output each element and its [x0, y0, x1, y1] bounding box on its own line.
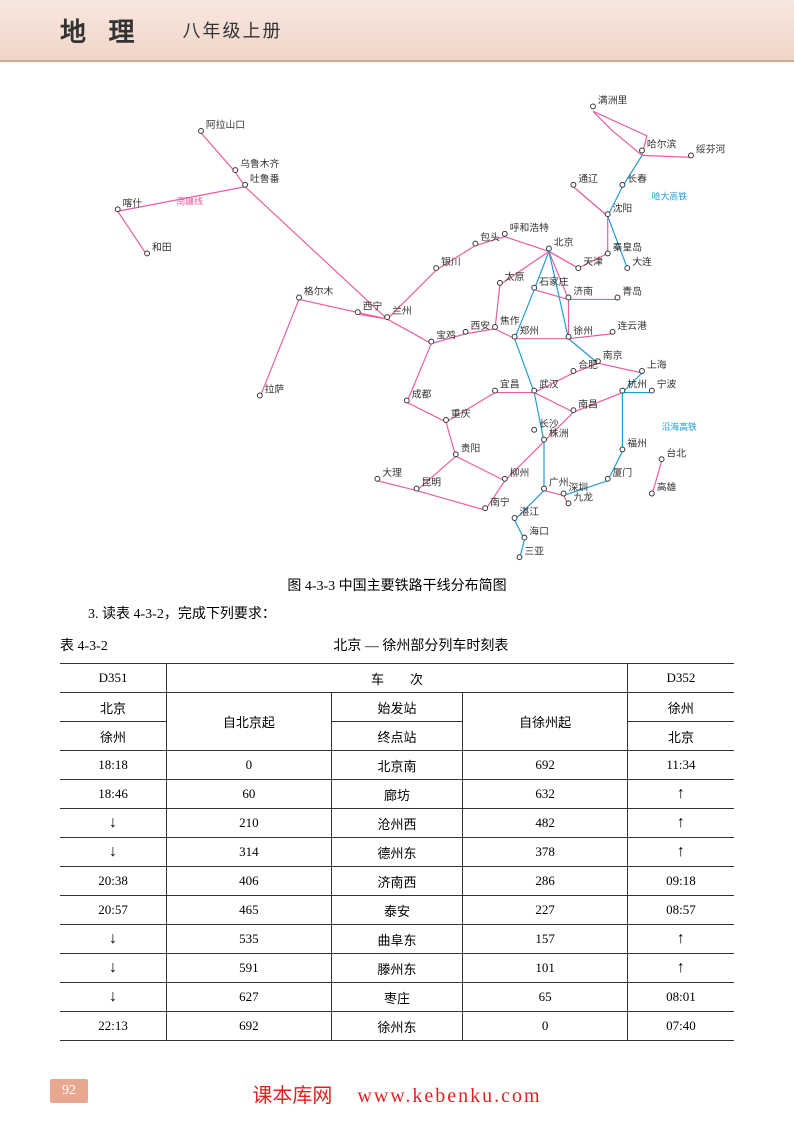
svg-text:厦门: 厦门 — [613, 466, 633, 479]
svg-text:哈大高铁: 哈大高铁 — [652, 191, 687, 202]
svg-text:三亚: 三亚 — [524, 546, 544, 557]
svg-text:西宁: 西宁 — [363, 299, 383, 312]
svg-text:台北: 台北 — [667, 446, 687, 459]
svg-text:长春: 长春 — [627, 173, 647, 185]
svg-text:通辽: 通辽 — [578, 173, 598, 185]
svg-text:沈阳: 沈阳 — [613, 201, 633, 214]
svg-text:哈尔滨: 哈尔滨 — [647, 138, 677, 151]
svg-text:重庆: 重庆 — [451, 407, 471, 420]
table-label: 表 4-3-2 — [60, 635, 108, 655]
svg-text:和田: 和田 — [152, 241, 172, 253]
svg-text:吐鲁番: 吐鲁番 — [250, 172, 280, 185]
svg-text:高雄: 高雄 — [657, 481, 677, 494]
svg-text:福州: 福州 — [627, 436, 647, 449]
svg-text:宁波: 宁波 — [657, 378, 677, 391]
svg-text:太原: 太原 — [505, 270, 525, 283]
svg-text:济南: 济南 — [573, 285, 593, 298]
svg-text:拉萨: 拉萨 — [265, 383, 285, 396]
svg-text:武汉: 武汉 — [539, 378, 559, 391]
svg-text:株洲: 株洲 — [549, 427, 569, 440]
svg-text:兰州: 兰州 — [392, 304, 412, 317]
timetable: D351车 次D352北京自北京起始发站自徐州起徐州徐州终点站北京18:180北… — [60, 663, 734, 1041]
svg-text:南宁: 南宁 — [490, 495, 510, 508]
svg-text:广州: 广州 — [549, 477, 569, 489]
subject-title: 地 理 — [60, 12, 143, 49]
page-header: 地 理 八年级上册 — [0, 0, 794, 62]
page-number: 92 — [50, 1079, 88, 1103]
svg-text:徐州: 徐州 — [573, 324, 593, 337]
svg-text:喀什: 喀什 — [123, 196, 143, 209]
svg-text:绥芬河: 绥芬河 — [696, 143, 726, 155]
svg-text:格尔木: 格尔木 — [304, 285, 334, 298]
svg-text:连云港: 连云港 — [618, 319, 648, 332]
exercise-section: 3. 读表 4-3-2，完成下列要求： 表 4-3-2 北京 — 徐州部分列车时… — [0, 603, 794, 1041]
watermark-url: www.kebenku.com — [357, 1085, 541, 1107]
svg-text:杭州: 杭州 — [627, 378, 647, 391]
railway-map: 满洲里哈尔滨 绥芬河长春沈阳 通辽大连 秦皇岛 北京天津 呼和浩特包头银川太原 石家庄济南 青… — [57, 77, 737, 567]
svg-text:乌鲁木齐: 乌鲁木齐 — [240, 157, 279, 170]
svg-text:南京: 南京 — [603, 348, 623, 361]
svg-text:包头: 包头 — [480, 231, 500, 244]
svg-text:大连: 大连 — [632, 255, 652, 268]
svg-text:昆明: 昆明 — [422, 477, 442, 489]
svg-text:九龙: 九龙 — [573, 490, 593, 503]
svg-text:北京: 北京 — [554, 236, 574, 249]
svg-text:上海: 上海 — [647, 358, 667, 371]
svg-text:银川: 银川 — [441, 255, 461, 268]
svg-text:西安: 西安 — [471, 319, 491, 332]
svg-text:秦皇岛: 秦皇岛 — [613, 240, 642, 253]
svg-text:满洲里: 满洲里 — [598, 94, 628, 106]
grade-subtitle: 八年级上册 — [183, 17, 283, 43]
svg-text:石家庄: 石家庄 — [539, 275, 569, 288]
svg-text:宜昌: 宜昌 — [500, 378, 520, 391]
svg-text:合肥: 合肥 — [578, 358, 598, 371]
svg-text:南疆线: 南疆线 — [177, 195, 204, 206]
svg-text:青岛: 青岛 — [622, 285, 642, 298]
watermark-text: 课本库网 — [252, 1085, 332, 1107]
svg-text:大理: 大理 — [382, 466, 402, 479]
table-title: 北京 — 徐州部分列车时刻表 — [108, 635, 734, 655]
svg-text:柳州: 柳州 — [510, 466, 530, 479]
svg-text:湛江: 湛江 — [520, 506, 540, 518]
svg-text:沿海高铁: 沿海高铁 — [662, 421, 697, 432]
page-footer: 92 — [50, 1079, 88, 1103]
svg-text:海口: 海口 — [529, 525, 549, 538]
svg-text:成都: 成都 — [412, 388, 432, 400]
svg-text:阿拉山口: 阿拉山口 — [206, 118, 245, 131]
svg-text:焦作: 焦作 — [500, 314, 520, 327]
watermark: 课本库网 www.kebenku.com — [252, 1079, 541, 1108]
svg-text:呼和浩特: 呼和浩特 — [510, 222, 549, 234]
map-caption: 图 4-3-3 中国主要铁路干线分布简图 — [0, 575, 794, 595]
exercise-text: 3. 读表 4-3-2，完成下列要求： — [60, 603, 734, 623]
svg-text:宝鸡: 宝鸡 — [436, 329, 456, 342]
svg-text:天津: 天津 — [583, 256, 603, 268]
svg-text:南昌: 南昌 — [578, 397, 598, 410]
svg-text:贵阳: 贵阳 — [461, 441, 481, 454]
svg-text:郑州: 郑州 — [520, 324, 540, 337]
